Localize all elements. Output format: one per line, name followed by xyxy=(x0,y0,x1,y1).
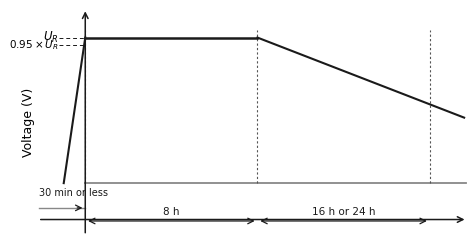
Y-axis label: Voltage (V): Voltage (V) xyxy=(22,87,35,157)
Text: $U_{R}$: $U_{R}$ xyxy=(43,30,58,45)
Text: $0.95 \times U_{R}$: $0.95 \times U_{R}$ xyxy=(9,38,58,52)
Text: 16 h or 24 h: 16 h or 24 h xyxy=(312,207,375,217)
Text: 30 min or less: 30 min or less xyxy=(39,188,108,198)
Text: 8 h: 8 h xyxy=(163,207,180,217)
